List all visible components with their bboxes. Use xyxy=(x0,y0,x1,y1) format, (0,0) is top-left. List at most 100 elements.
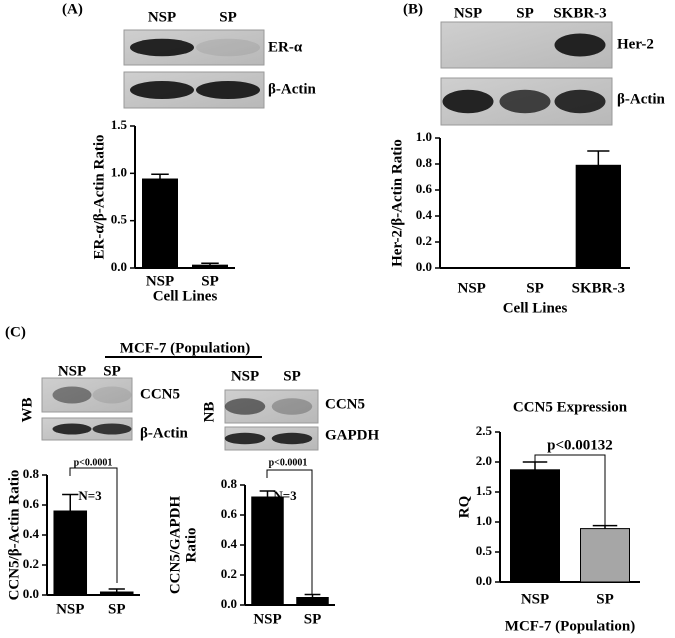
y-tick-label: 0.6 xyxy=(23,496,40,511)
y-tick-label: 0.6 xyxy=(416,181,433,196)
y-tick-label: 0.2 xyxy=(221,566,237,581)
y-axis-label: RQ xyxy=(456,495,472,518)
x-tick-label: NSP xyxy=(457,280,485,296)
panel-label: (C) xyxy=(5,324,26,340)
blot-band xyxy=(52,386,92,404)
y-tick-label: 0.5 xyxy=(476,543,493,558)
blot-side-label: WB xyxy=(19,397,35,422)
blot-band xyxy=(224,398,266,415)
y-tick-label: 0.5 xyxy=(111,212,128,227)
y-tick-label: 0.0 xyxy=(416,259,432,274)
x-tick-label: SKBR-3 xyxy=(572,280,625,296)
row-label: β-Actin xyxy=(140,425,189,441)
x-axis-label: MCF-7 (Population) xyxy=(505,618,635,634)
lane-label: SP xyxy=(283,368,301,384)
y-tick-label: 1.0 xyxy=(476,513,492,528)
blot-band xyxy=(130,38,194,57)
lane-label: NSP xyxy=(58,363,86,379)
bar xyxy=(580,528,630,583)
x-tick-label: SP xyxy=(596,591,614,607)
annotation: p<0.00132 xyxy=(547,437,613,453)
x-tick-label: SP xyxy=(201,273,219,289)
y-tick-label: 1.5 xyxy=(111,117,128,132)
y-tick-label: 0.4 xyxy=(416,207,433,222)
row-label: β-Actin xyxy=(268,81,317,97)
x-tick-label: NSP xyxy=(521,591,549,607)
lane-label: SKBR-3 xyxy=(553,5,606,21)
bar xyxy=(142,178,178,269)
blot-header: MCF-7 (Population) xyxy=(120,340,250,356)
row-label: CCN5 xyxy=(140,386,180,402)
chart-title: CCN5 Expression xyxy=(513,399,628,415)
significance-bracket xyxy=(69,467,118,583)
y-tick-label: 0.6 xyxy=(221,506,238,521)
row-label: β-Actin xyxy=(617,91,666,107)
y-axis-label: Ratio xyxy=(183,528,199,563)
x-tick-label: NSP xyxy=(253,611,281,627)
annotation: p<0.0001 xyxy=(74,457,113,468)
bar xyxy=(575,164,622,269)
lane-label: NSP xyxy=(454,5,482,21)
x-tick-label: NSP xyxy=(56,601,84,617)
significance-bracket xyxy=(266,469,313,594)
x-tick-label: SP xyxy=(108,601,126,617)
annotation: N=3 xyxy=(78,488,102,503)
y-tick-label: 2.5 xyxy=(476,423,493,438)
y-tick-label: 0.0 xyxy=(23,586,39,601)
blot-band xyxy=(271,432,313,445)
blot-band xyxy=(130,81,194,99)
row-label: ER-α xyxy=(268,39,303,55)
blot-band xyxy=(499,89,551,114)
panel-label: (A) xyxy=(62,1,83,17)
y-tick-label: 0.0 xyxy=(221,596,237,611)
y-axis-label: CCN5/β-Actin Ratio xyxy=(6,470,22,601)
blot-band xyxy=(554,33,606,57)
x-tick-label: SP xyxy=(304,611,322,627)
blot-band xyxy=(554,89,606,114)
blot-band xyxy=(271,398,313,415)
y-tick-label: 0.0 xyxy=(476,573,492,588)
x-axis-label: Cell Lines xyxy=(503,300,568,316)
blot-band xyxy=(196,81,260,99)
y-tick-label: 0.8 xyxy=(416,155,433,170)
lane-label: NSP xyxy=(231,368,259,384)
blot-band xyxy=(196,38,260,57)
y-tick-label: 1.0 xyxy=(111,164,127,179)
bar xyxy=(192,264,228,269)
annotation: N=3 xyxy=(273,488,297,503)
y-tick-label: 1.5 xyxy=(476,483,493,498)
y-tick-label: 0.2 xyxy=(23,556,39,571)
blot-band xyxy=(92,423,132,435)
bar xyxy=(296,597,329,606)
y-axis-label: Her-2/β-Actin Ratio xyxy=(389,139,405,267)
y-tick-label: 0.0 xyxy=(111,259,127,274)
lane-label: SP xyxy=(219,9,237,25)
y-tick-label: 2.0 xyxy=(476,453,492,468)
annotation: p<0.0001 xyxy=(269,457,308,468)
y-tick-label: 0.4 xyxy=(23,526,40,541)
blot-strip xyxy=(41,377,133,413)
row-label: GAPDH xyxy=(325,427,379,443)
x-tick-label: NSP xyxy=(146,273,174,289)
blot-band xyxy=(442,89,494,114)
blot-band xyxy=(92,386,132,404)
x-axis-label: Cell Lines xyxy=(153,288,218,304)
bar xyxy=(510,469,560,583)
y-axis-label: CCN5/GAPDH xyxy=(167,496,183,595)
blot-band xyxy=(224,432,266,445)
bar xyxy=(99,591,134,596)
bar xyxy=(53,510,88,596)
lane-label: SP xyxy=(516,5,534,21)
blot-side-label: NB xyxy=(201,402,217,423)
y-tick-label: 0.8 xyxy=(23,466,40,481)
y-tick-label: 1.0 xyxy=(416,129,432,144)
row-label: CCN5 xyxy=(325,396,365,412)
panel-label: (B) xyxy=(403,1,423,17)
significance-bracket xyxy=(534,454,606,525)
y-tick-label: 0.8 xyxy=(221,476,238,491)
lane-label: NSP xyxy=(148,9,176,25)
x-tick-label: SP xyxy=(526,280,544,296)
row-label: Her-2 xyxy=(617,36,654,52)
bar xyxy=(251,496,284,606)
